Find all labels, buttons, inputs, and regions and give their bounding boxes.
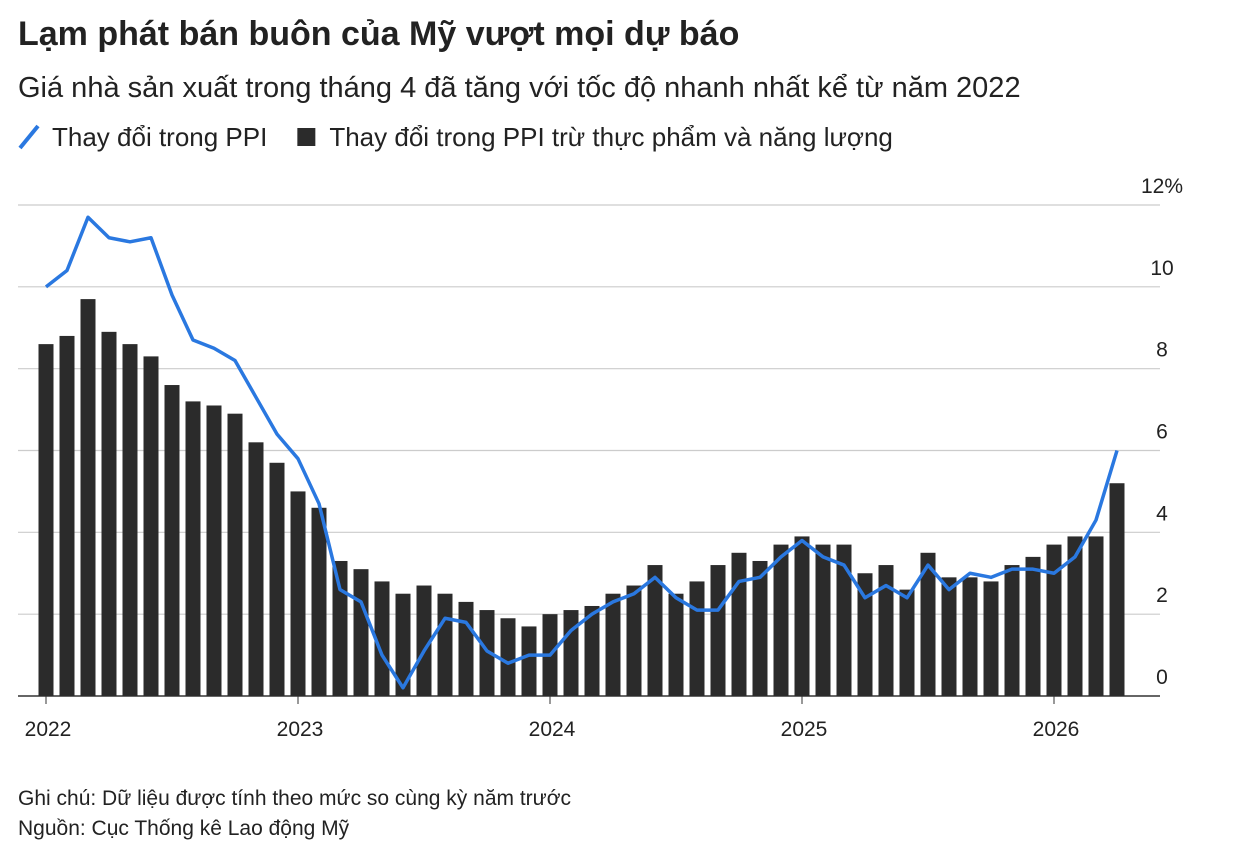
bar (479, 610, 495, 696)
line (44, 215, 1119, 690)
y-tick-label: 10 (1150, 257, 1173, 280)
legend-label: Thay đổi trong PPI (52, 122, 267, 152)
bar (941, 577, 957, 696)
legend-label: Thay đổi trong PPI trừ thực phẩm và năng… (329, 122, 893, 152)
bar (101, 331, 117, 696)
bar (248, 442, 264, 696)
bar (794, 536, 810, 696)
x-tick-label: 2023 (277, 718, 324, 741)
bar (521, 626, 537, 696)
bar (500, 618, 516, 696)
bar (38, 344, 54, 696)
bar (731, 552, 747, 696)
bar (1025, 556, 1041, 696)
chart-subtitle: Giá nhà sản xuất trong tháng 4 đã tăng v… (18, 72, 1021, 104)
bar (710, 565, 726, 696)
y-tick-label: 0 (1156, 666, 1168, 689)
bar (920, 552, 936, 696)
y-tick-label: 4 (1156, 502, 1168, 525)
x-tick-label: 2025 (781, 718, 828, 741)
bar (122, 344, 138, 696)
bar (1067, 536, 1083, 696)
bar (815, 544, 831, 696)
bar (59, 335, 75, 696)
note: Nguồn: Cục Thống kê Lao động Mỹ (18, 817, 350, 840)
bar (269, 462, 285, 696)
bar (752, 560, 768, 696)
y-tick-label: 12% (1141, 175, 1183, 198)
bar (353, 569, 369, 696)
bar (605, 593, 621, 696)
bar (1109, 483, 1125, 696)
bar (773, 544, 789, 696)
bar (1088, 536, 1104, 696)
bar (563, 610, 579, 696)
bar (983, 581, 999, 696)
legend-swatch (18, 124, 40, 150)
bar (227, 413, 243, 696)
bar (647, 565, 663, 696)
bar (311, 507, 327, 696)
y-tick-label: 8 (1156, 339, 1168, 362)
bar (899, 589, 915, 696)
bar (80, 299, 96, 696)
bar (626, 585, 642, 696)
bar (857, 573, 873, 696)
bar (1004, 565, 1020, 696)
x-tick-label: 2024 (529, 718, 576, 741)
bar (185, 401, 201, 696)
bar (458, 601, 474, 696)
bar (374, 581, 390, 696)
bar (689, 581, 705, 696)
note: Ghi chú: Dữ liệu được tính theo mức so c… (18, 787, 571, 810)
bar (143, 356, 159, 696)
bar (962, 577, 978, 696)
chart-title: Lạm phát bán buôn của Mỹ vượt mọi dự báo (18, 15, 739, 53)
bar (1046, 544, 1062, 696)
bar (332, 560, 348, 696)
bar (668, 593, 684, 696)
x-tick-label: 2022 (25, 718, 72, 741)
bar (584, 605, 600, 696)
legend-swatch (297, 128, 316, 146)
bar (437, 593, 453, 696)
y-tick-label: 2 (1156, 584, 1168, 607)
y-tick-label: 6 (1156, 421, 1168, 444)
bar (878, 565, 894, 696)
bar (836, 544, 852, 696)
x-tick-label: 2026 (1033, 718, 1080, 741)
bar (416, 585, 432, 696)
bar (164, 385, 180, 696)
bar (395, 593, 411, 696)
bar (290, 491, 306, 696)
bar (206, 405, 222, 696)
